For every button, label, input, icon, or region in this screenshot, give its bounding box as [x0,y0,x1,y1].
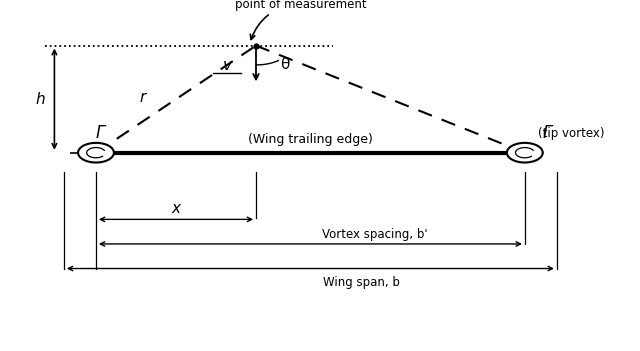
Circle shape [507,143,543,163]
Text: x: x [172,201,180,216]
Text: θ: θ [280,58,289,72]
Text: (tip vortex): (tip vortex) [538,127,604,140]
Text: (Wing trailing edge): (Wing trailing edge) [248,133,373,146]
Text: point of measurement: point of measurement [235,0,367,39]
Circle shape [78,143,114,163]
Text: v: v [223,58,232,73]
Text: Γ: Γ [95,124,104,143]
Text: Vortex spacing, b': Vortex spacing, b' [321,227,428,241]
Text: r: r [140,90,145,105]
Text: h: h [35,92,45,107]
Text: Γ: Γ [543,124,552,143]
Text: Wing span, b: Wing span, b [323,276,400,289]
